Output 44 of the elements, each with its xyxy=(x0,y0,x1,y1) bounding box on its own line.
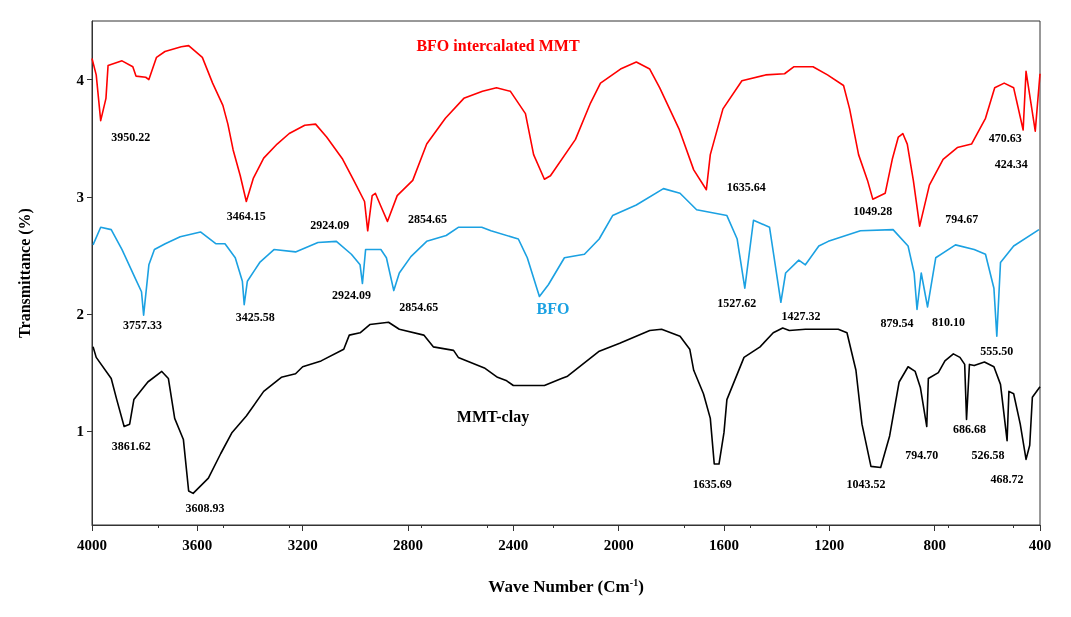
annotation: 686.68 xyxy=(953,421,987,436)
annotation: 1427.32 xyxy=(781,309,821,324)
x-tick-label: 800 xyxy=(923,536,946,553)
x-tick-label: 2800 xyxy=(393,536,423,553)
annotation: 468.72 xyxy=(990,472,1024,487)
x-tick-label: 1600 xyxy=(709,536,739,553)
annotation: 470.63 xyxy=(988,131,1022,145)
annotation: 3861.62 xyxy=(111,438,151,453)
y-tick-label: 3 xyxy=(76,188,84,205)
annotation: 794.67 xyxy=(945,212,979,227)
x-tick-label: 3200 xyxy=(287,536,318,553)
x-tick-label: 1200 xyxy=(814,536,845,553)
annotation: 2854.65 xyxy=(399,299,439,314)
series-label: BFO xyxy=(536,299,570,317)
annotation: 2854.65 xyxy=(407,212,447,227)
annotation: 3464.15 xyxy=(226,208,266,223)
x-tick-label: 3600 xyxy=(182,536,213,553)
annotation: 1049.28 xyxy=(853,204,893,219)
annotation: 526.58 xyxy=(971,447,1005,462)
annotation: 1635.64 xyxy=(726,179,766,194)
x-tick-label: 4000 xyxy=(77,536,107,553)
y-tick-label: 4 xyxy=(76,71,85,88)
x-tick-label: 2400 xyxy=(498,536,529,553)
annotation: 1635.69 xyxy=(692,477,732,492)
annotation: 424.34 xyxy=(994,157,1028,172)
annotation: 555.50 xyxy=(980,344,1014,359)
annotation: 879.54 xyxy=(880,316,914,331)
annotation: 2924.09 xyxy=(310,217,350,232)
annotation: 3950.22 xyxy=(111,129,151,144)
annotation: 3608.93 xyxy=(185,501,225,516)
y-tick-label: 2 xyxy=(76,306,84,323)
series-label: MMT-clay xyxy=(456,407,530,426)
y-tick-label: 1 xyxy=(76,423,84,440)
annotation: 1043.52 xyxy=(846,477,886,492)
annotation: 810.10 xyxy=(932,314,966,329)
y-axis-title: Transmittance (%) xyxy=(15,208,34,338)
annotation: 3425.58 xyxy=(235,309,275,324)
x-tick-label: 2000 xyxy=(603,536,634,553)
x-tick-label: 400 xyxy=(1028,536,1052,553)
annotation: 3757.33 xyxy=(123,318,163,333)
text: BFO intercalated MMT xyxy=(416,36,580,54)
annotation: 794.70 xyxy=(905,447,939,462)
annotation: 2924.09 xyxy=(331,287,371,302)
annotation: 1527.62 xyxy=(717,296,757,311)
